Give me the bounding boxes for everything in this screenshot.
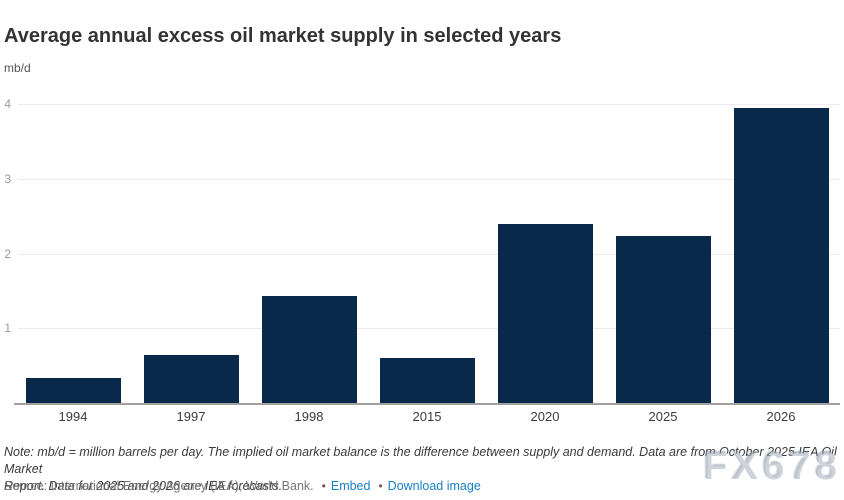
bar-1998 [261, 296, 357, 403]
gridline [18, 328, 840, 330]
x-tick-label: 2015 [412, 409, 442, 424]
bar-2026 [733, 107, 829, 403]
chart-title: Average annual excess oil market supply … [4, 25, 562, 47]
bar-2025 [615, 235, 711, 403]
y-tick-label: 1 [4, 321, 11, 336]
x-tick-label: 2020 [530, 409, 560, 424]
note-line-2: Report. Data for 2025 and 2026 are IEA f… [4, 479, 283, 493]
bar-2015 [379, 358, 475, 403]
gridline [18, 253, 840, 255]
bar-2020 [497, 224, 593, 403]
source-text: Source: International Energy Agency (IEA… [4, 479, 314, 493]
chart-note: Note: mb/d = million barrels per day. Th… [4, 444, 840, 495]
x-tick-label: 2025 [648, 409, 678, 424]
gridline [18, 104, 840, 105]
y-tick-label: 4 [4, 97, 11, 111]
bullet-separator: • [321, 479, 326, 493]
note-line-1: Note: mb/d = million barrels per day. Th… [4, 445, 837, 476]
bullet-separator: • [378, 479, 383, 493]
x-axis-line [14, 403, 840, 405]
x-tick-label: 1994 [58, 409, 88, 424]
y-tick-label: 3 [4, 171, 11, 186]
gridline [18, 178, 840, 180]
embed-link[interactable]: Embed [330, 479, 371, 493]
y-axis-unit-label: mb/d [4, 61, 31, 75]
bar-1994 [25, 378, 121, 403]
source-line: Source: International Energy Agency (IEA… [4, 479, 481, 493]
download-image-link[interactable]: Download image [387, 479, 481, 493]
x-tick-label: 1997 [176, 409, 206, 424]
x-tick-label: 2026 [766, 409, 796, 424]
bar-chart: 1 2 3 4 1994 1997 1998 2015 2020 2025 2026 [4, 97, 840, 424]
y-tick-label: 2 [4, 246, 11, 261]
x-tick-label: 1998 [294, 409, 324, 424]
bar-1997 [143, 355, 239, 403]
